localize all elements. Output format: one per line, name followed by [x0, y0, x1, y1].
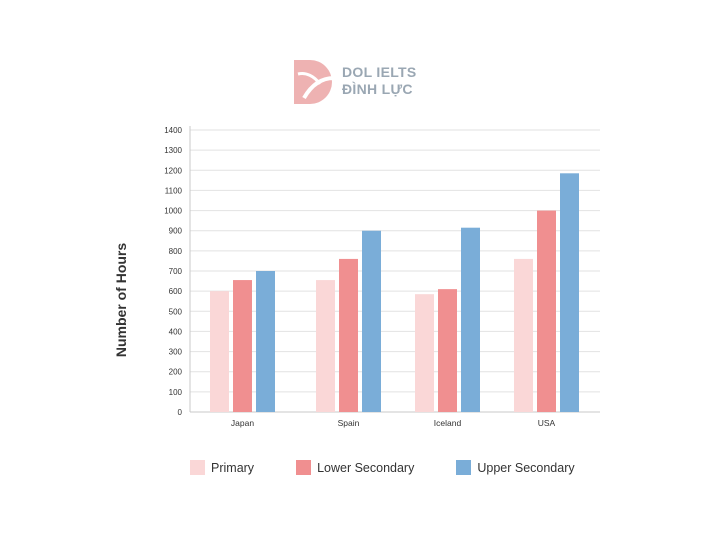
bar-usa-lower-secondary — [537, 210, 556, 412]
bar-spain-primary — [316, 280, 335, 412]
legend-swatch-primary — [190, 460, 205, 475]
y-tick-label-200: 200 — [169, 368, 183, 377]
bar-japan-upper-secondary — [256, 271, 275, 412]
y-tick-label-500: 500 — [169, 307, 183, 316]
bar-japan-lower-secondary — [233, 280, 252, 412]
bar-iceland-primary — [415, 294, 434, 412]
x-tick-label-spain: Spain — [338, 418, 360, 428]
y-tick-label-300: 300 — [169, 348, 183, 357]
legend-label-primary: Primary — [211, 460, 255, 475]
legend-item-upper-secondary: Upper Secondary — [456, 460, 575, 475]
legend-item-primary: Primary — [190, 460, 254, 475]
brand-mark-icon — [294, 60, 335, 104]
y-tick-label-900: 900 — [169, 227, 183, 236]
y-tick-label-0: 0 — [178, 408, 183, 417]
y-tick-label-1200: 1200 — [164, 166, 182, 175]
bar-usa-primary — [514, 258, 533, 412]
bar-japan-primary — [210, 291, 229, 412]
legend-swatch-lower-secondary — [296, 460, 312, 475]
brand-logo: DOL IELTS ĐÌNH LỰC — [290, 58, 430, 106]
legend-label-lower-secondary: Lower Secondary — [317, 460, 415, 475]
legend-label-upper-secondary: Upper Secondary — [477, 460, 575, 475]
x-tick-label-usa: USA — [538, 418, 556, 428]
brand-line-1: DOL IELTS — [342, 64, 417, 80]
chart-legend: Primary Lower Secondary Upper Secondary — [190, 460, 617, 475]
y-tick-label-800: 800 — [169, 247, 183, 256]
y-tick-label-600: 600 — [169, 287, 183, 296]
x-tick-label-japan: Japan — [231, 418, 254, 428]
y-tick-label-1400: 1400 — [164, 126, 182, 135]
y-tick-label-1000: 1000 — [164, 207, 182, 216]
x-tick-label-iceland: Iceland — [434, 418, 462, 428]
y-tick-label-400: 400 — [169, 327, 183, 336]
bar-iceland-lower-secondary — [438, 289, 457, 412]
legend-item-lower-secondary: Lower Secondary — [296, 460, 414, 475]
bar-usa-upper-secondary — [560, 173, 579, 412]
y-tick-label-700: 700 — [169, 267, 183, 276]
y-tick-label-1100: 1100 — [165, 186, 183, 195]
legend-swatch-upper-secondary — [456, 460, 472, 475]
bar-iceland-upper-secondary — [461, 227, 480, 412]
y-tick-label-1300: 1300 — [164, 146, 182, 155]
y-tick-label-100: 100 — [169, 388, 183, 397]
brand-line-2: ĐÌNH LỰC — [342, 81, 413, 97]
bar-spain-lower-secondary — [339, 258, 358, 412]
bar-spain-upper-secondary — [362, 230, 381, 412]
